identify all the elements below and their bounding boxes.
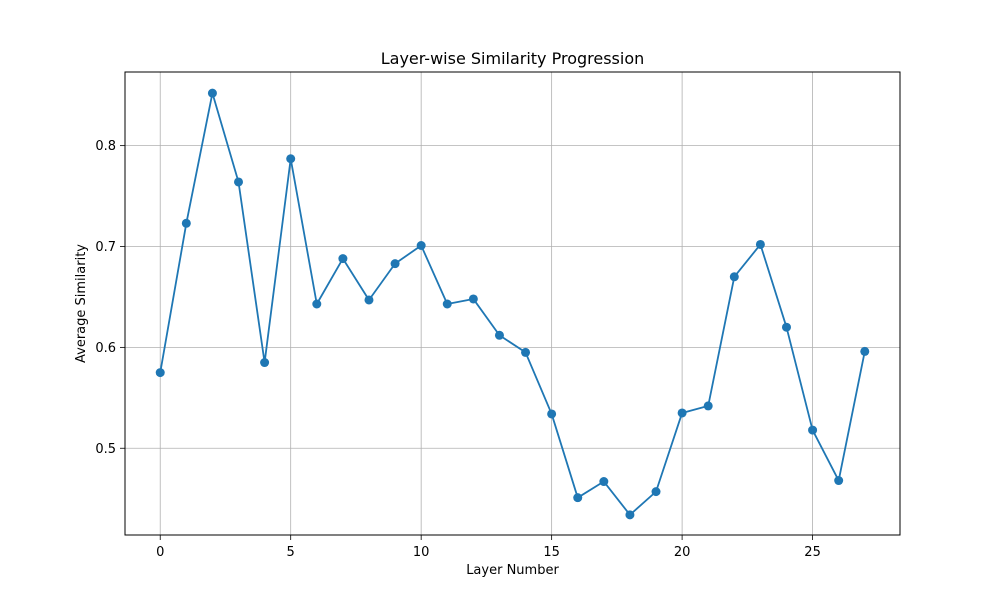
series [155,88,870,520]
data-point [468,294,478,304]
x-axis-label: Layer Number [466,563,559,578]
data-point [207,88,217,98]
x-tick-label: 20 [674,545,691,560]
data-point [390,259,400,269]
y-axis-label: Average Similarity [74,244,89,363]
data-point [155,368,165,378]
x-tick-label: 15 [543,545,560,560]
data-point [834,476,844,486]
data-point [181,218,191,228]
x-tick-label: 10 [413,545,430,560]
data-point [442,299,452,309]
data-point [547,409,557,419]
x-tick-label: 0 [156,545,164,560]
x-tick-label: 25 [804,545,821,560]
data-point [755,239,765,249]
data-point [703,401,713,411]
data-point [494,330,504,340]
ticks: 0 5 10 15 20 25 0.5 0.6 0.7 0.8 [95,139,821,560]
data-point [338,254,348,264]
data-point [286,154,296,164]
data-point [364,295,374,305]
data-point [521,347,531,357]
data-point [677,408,687,418]
y-tick-label: 0.8 [95,139,116,154]
data-point [625,510,635,520]
plot-area-frame [124,71,901,536]
data-point [416,240,426,250]
data-point [260,358,270,368]
y-tick-label: 0.7 [95,240,116,255]
data-point [599,477,609,487]
series-line [159,92,866,516]
y-tick-label: 0.5 [95,442,116,457]
data-point [808,425,818,435]
x-tick-label: 5 [287,545,295,560]
y-tick-label: 0.6 [95,341,116,356]
data-point [651,487,661,497]
data-point [234,177,244,187]
grid [125,72,900,535]
data-point [312,299,322,309]
data-point [573,493,583,503]
data-point [860,346,870,356]
chart-title: Layer-wise Similarity Progression [381,49,645,68]
data-point [781,322,791,332]
data-point [729,272,739,282]
